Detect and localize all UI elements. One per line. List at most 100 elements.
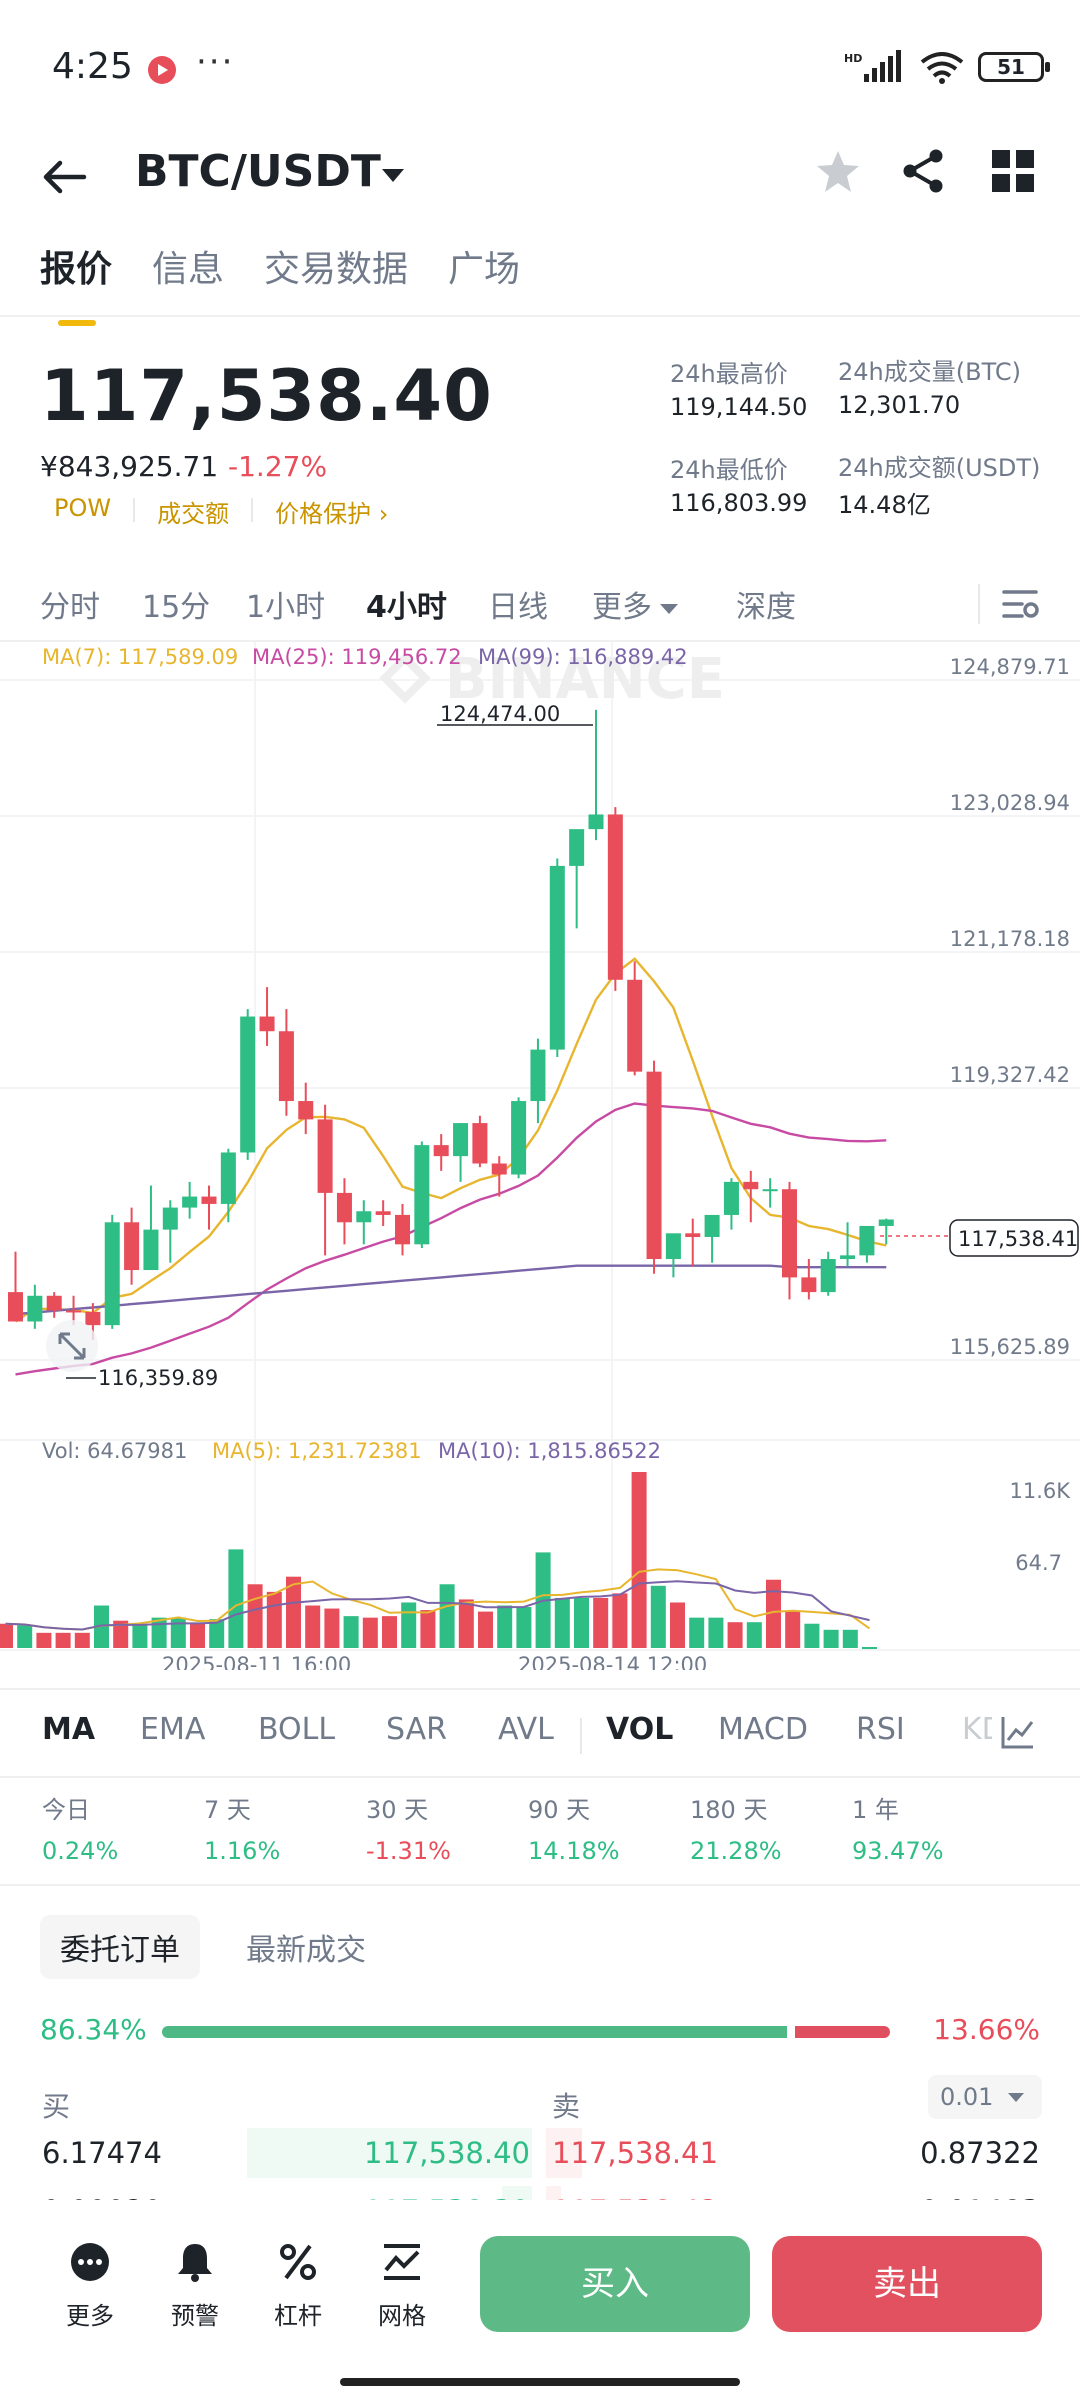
tab-info[interactable]: 信息: [152, 249, 225, 290]
candle-body: [743, 1181, 759, 1190]
ma25-line: [15, 1102, 887, 1376]
share-icon[interactable]: [900, 148, 946, 194]
volume-bar: [650, 1585, 666, 1648]
tf-15m[interactable]: 15分: [142, 590, 211, 625]
volume-bar: [439, 1584, 455, 1648]
vol-ma5-line: [5, 1568, 871, 1631]
perf-label: 今日: [42, 1796, 90, 1824]
bottom-leverage[interactable]: 杠杆: [258, 2240, 338, 2331]
candle-body: [278, 1031, 294, 1102]
grid-icon[interactable]: [992, 150, 1034, 192]
candle-body: [143, 1229, 159, 1271]
tf-1d[interactable]: 日线: [488, 590, 548, 625]
tab-trade-data[interactable]: 交易数据: [264, 249, 409, 290]
perf-item: 90 天 14.18%: [528, 1790, 620, 1865]
bottom-grid-label: 网格: [378, 2302, 426, 2330]
more-icon: [71, 2243, 109, 2281]
tag-price-protection[interactable]: 价格保护 ›: [275, 494, 388, 529]
perf-label: 1 年: [852, 1796, 899, 1824]
last-price-tag: 117,538.41: [958, 1227, 1078, 1251]
ind-sar[interactable]: SAR: [386, 1712, 447, 1747]
perf-value: 21.28%: [690, 1837, 782, 1865]
tf-line[interactable]: 分时: [40, 590, 100, 625]
home-indicator[interactable]: [340, 2378, 740, 2386]
kline-chart-svg[interactable]: BINANCE MA(7): 117,589.09 MA(25): 119,45…: [0, 640, 1080, 1677]
order-book-row[interactable]: 6.17474 117,538.40 117,538.41 0.87322: [0, 2128, 1080, 2178]
bottom-alert[interactable]: 预警: [155, 2240, 235, 2331]
ind-vol[interactable]: VOL: [606, 1712, 674, 1747]
ind-kdj[interactable]: KDJ: [962, 1712, 992, 1747]
ind-boll[interactable]: BOLL: [258, 1712, 336, 1747]
tf-more[interactable]: 更多: [592, 582, 678, 626]
header: BTC/USDT: [0, 130, 1080, 230]
ask-depth-bar: [546, 2186, 561, 2200]
indicator-settings-icon[interactable]: [1000, 1714, 1036, 1750]
stat-vol-btc: 12,301.70: [838, 391, 961, 419]
candle-body: [182, 1196, 198, 1208]
tag-pow[interactable]: POW: [54, 494, 112, 522]
candle-body: [433, 1145, 449, 1157]
candle-body: [317, 1119, 333, 1193]
ask-depth-bar: [546, 2128, 582, 2178]
stat-vol-usdt: 14.48亿: [838, 491, 931, 519]
kline-chart[interactable]: BINANCE MA(7): 117,589.09 MA(25): 119,45…: [0, 640, 1080, 1677]
tf-1h[interactable]: 1小时: [246, 590, 326, 625]
candle-body: [395, 1214, 410, 1245]
divider: [0, 1688, 1080, 1690]
candle-body: [104, 1222, 120, 1326]
chevron-down-icon: [660, 603, 678, 614]
tab-quote[interactable]: 报价: [40, 240, 112, 326]
tab-latest-trades[interactable]: 最新成交: [246, 1933, 366, 1968]
legend-vol-ma10: MA(10): 1,815.86522: [438, 1439, 661, 1463]
volume-bar: [17, 1625, 33, 1648]
last-price-tag-box[interactable]: [949, 1219, 1079, 1257]
precision-select[interactable]: 0.01: [928, 2075, 1042, 2119]
buy-column-label: 买: [42, 2090, 71, 2123]
candle-body: [859, 1225, 875, 1256]
bell-icon: [178, 2244, 212, 2282]
tf-depth[interactable]: 深度: [736, 590, 796, 625]
status-time: 4:25: [52, 46, 133, 87]
volume-bar: [727, 1622, 743, 1648]
perf-value: 14.18%: [528, 1837, 620, 1865]
ind-rsi[interactable]: RSI: [856, 1712, 905, 1747]
stat-low: 116,803.99: [670, 489, 808, 517]
tf-4h[interactable]: 4小时: [366, 590, 447, 625]
stat-low-label: 24h最低价: [670, 456, 788, 484]
order-book-row[interactable]: 0.00020 117,538.39 117,538.42 0.01483: [0, 2186, 1080, 2200]
ind-macd[interactable]: MACD: [718, 1712, 808, 1747]
tab-square[interactable]: 广场: [448, 249, 521, 290]
ind-avl[interactable]: AVL: [498, 1712, 554, 1747]
bottom-more[interactable]: 更多: [50, 2240, 130, 2331]
volume-bar: [689, 1617, 705, 1648]
volume-bar: [55, 1632, 71, 1648]
tag-volume[interactable]: 成交额: [157, 500, 230, 528]
volume-bar: [708, 1617, 724, 1648]
perf-label: 7 天: [204, 1796, 251, 1824]
ask-price: 117,538.42: [552, 2194, 718, 2200]
candle-body: [685, 1233, 701, 1237]
ma99-line: [15, 1264, 887, 1316]
ind-ema[interactable]: EMA: [140, 1712, 206, 1747]
divider: [0, 315, 1080, 317]
volume-bar: [785, 1611, 801, 1648]
sell-button[interactable]: 卖出: [772, 2236, 1042, 2332]
page-tabs: 报价 信息 交易数据 广场: [40, 240, 521, 326]
candle-body: [840, 1255, 856, 1260]
sell-column-label: 卖: [552, 2090, 581, 2123]
ind-ma[interactable]: MA: [42, 1712, 96, 1747]
candle-body: [8, 1292, 23, 1322]
pair-title[interactable]: BTC/USDT: [135, 146, 381, 197]
volume-bar: [862, 1647, 877, 1650]
bottom-grid[interactable]: 网格: [362, 2240, 442, 2331]
chart-settings-icon[interactable]: [1000, 584, 1040, 624]
perf-item: 1 年 93.47%: [852, 1790, 944, 1865]
arrow-left-icon[interactable]: [40, 152, 90, 202]
tab-order-book[interactable]: 委托订单: [40, 1915, 200, 1979]
buy-button[interactable]: 买入: [480, 2236, 750, 2332]
perf-label: 90 天: [528, 1796, 591, 1824]
chevron-down-icon[interactable]: [378, 160, 408, 190]
divider: [0, 1776, 1080, 1778]
star-icon[interactable]: [814, 148, 862, 196]
candle-body: [801, 1277, 817, 1293]
